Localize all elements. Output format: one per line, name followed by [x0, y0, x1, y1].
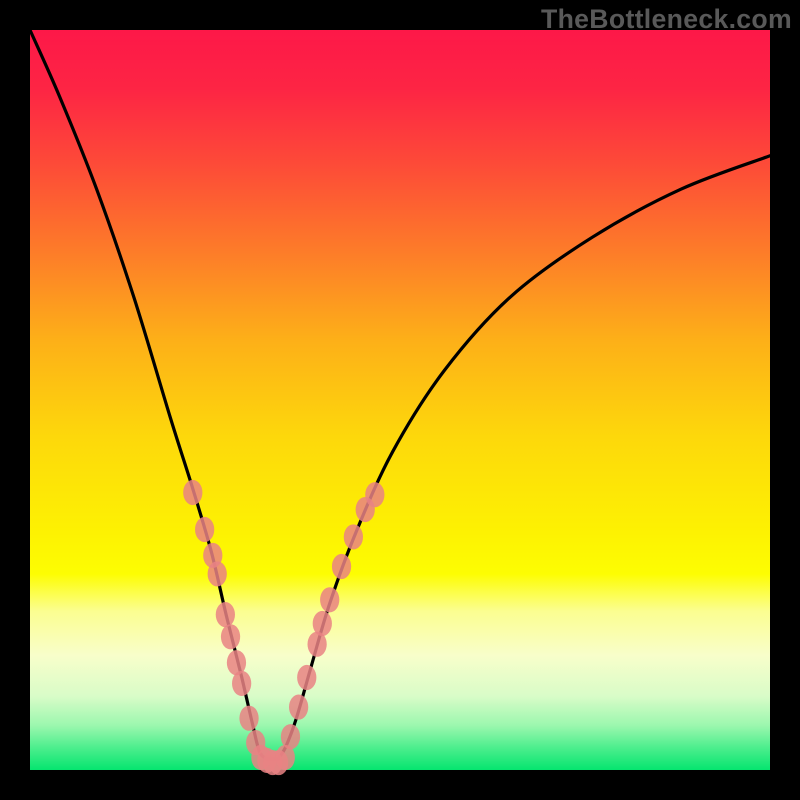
marker-dot	[365, 482, 384, 507]
watermark-text: TheBottleneck.com	[541, 4, 792, 35]
marker-dot	[195, 517, 214, 542]
marker-dot	[313, 611, 332, 636]
marker-dot	[344, 524, 363, 549]
marker-dot	[281, 724, 300, 749]
marker-dot	[320, 587, 339, 612]
marker-dot	[232, 671, 251, 696]
marker-dot	[239, 706, 258, 731]
plot-background	[30, 30, 770, 770]
marker-dot	[297, 665, 316, 690]
marker-dot	[221, 624, 240, 649]
marker-dot	[183, 480, 202, 505]
marker-dot	[208, 561, 227, 586]
marker-dot	[289, 695, 308, 720]
canvas-outer: TheBottleneck.com	[0, 0, 800, 800]
marker-dot	[332, 554, 351, 579]
marker-dot	[216, 602, 235, 627]
bottleneck-plot	[0, 0, 800, 800]
